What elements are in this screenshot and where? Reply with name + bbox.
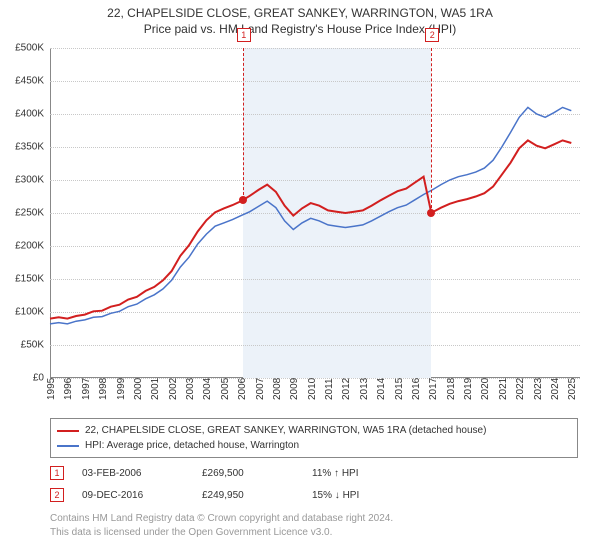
y-axis-label: £50K <box>0 340 44 351</box>
y-axis-label: £450K <box>0 76 44 87</box>
marker-box: 1 <box>237 28 251 42</box>
x-axis-label: 2024 <box>550 378 561 400</box>
marker-icon: 1 <box>50 466 64 480</box>
legend-swatch-hpi <box>57 445 79 447</box>
x-axis-label: 2017 <box>428 378 439 400</box>
x-axis-label: 2019 <box>463 378 474 400</box>
transactions-table: 1 03-FEB-2006 £269,500 11% ↑ HPI 2 09-DE… <box>50 462 578 506</box>
x-axis-label: 2000 <box>133 378 144 400</box>
series-hpi <box>50 107 571 324</box>
legend-item-hpi: HPI: Average price, detached house, Warr… <box>57 438 571 453</box>
legend: 22, CHAPELSIDE CLOSE, GREAT SANKEY, WARR… <box>50 418 578 458</box>
marker-dot <box>239 196 247 204</box>
line-series-svg <box>50 48 580 378</box>
x-axis-label: 1997 <box>81 378 92 400</box>
x-axis-label: 2009 <box>289 378 300 400</box>
y-axis-label: £250K <box>0 208 44 219</box>
footer-line-1: Contains HM Land Registry data © Crown c… <box>50 512 578 526</box>
tx-price: £269,500 <box>202 468 312 479</box>
marker-dash <box>243 48 244 200</box>
x-axis-label: 2012 <box>341 378 352 400</box>
tx-date: 03-FEB-2006 <box>82 468 202 479</box>
chart-title-block: 22, CHAPELSIDE CLOSE, GREAT SANKEY, WARR… <box>0 0 600 37</box>
y-axis-label: £500K <box>0 43 44 54</box>
y-axis-label: £200K <box>0 241 44 252</box>
marker-icon: 2 <box>50 488 64 502</box>
x-axis-label: 2018 <box>446 378 457 400</box>
marker-dash <box>431 48 432 213</box>
footer-line-2: This data is licensed under the Open Gov… <box>50 526 578 540</box>
y-axis-label: £0 <box>0 373 44 384</box>
x-axis-label: 1998 <box>98 378 109 400</box>
price-chart: £0£50K£100K£150K£200K£250K£300K£350K£400… <box>50 48 580 378</box>
legend-swatch-property <box>57 430 79 432</box>
legend-label-hpi: HPI: Average price, detached house, Warr… <box>85 438 299 453</box>
y-axis-label: £150K <box>0 274 44 285</box>
tx-date: 09-DEC-2016 <box>82 490 202 501</box>
x-axis-label: 2001 <box>150 378 161 400</box>
x-axis-label: 2002 <box>168 378 179 400</box>
x-axis-label: 2025 <box>567 378 578 400</box>
table-row: 1 03-FEB-2006 £269,500 11% ↑ HPI <box>50 462 578 484</box>
x-axis-label: 2013 <box>359 378 370 400</box>
x-axis-label: 2005 <box>220 378 231 400</box>
x-axis-label: 2014 <box>376 378 387 400</box>
x-axis-label: 2006 <box>237 378 248 400</box>
series-property <box>50 140 571 318</box>
y-axis-label: £300K <box>0 175 44 186</box>
x-axis-label: 2003 <box>185 378 196 400</box>
x-axis-label: 2007 <box>255 378 266 400</box>
tx-delta: 11% ↑ HPI <box>312 468 359 479</box>
y-axis-label: £100K <box>0 307 44 318</box>
y-axis-label: £400K <box>0 109 44 120</box>
x-axis-label: 2020 <box>480 378 491 400</box>
x-axis-label: 2021 <box>498 378 509 400</box>
marker-dot <box>427 209 435 217</box>
x-axis-label: 2010 <box>307 378 318 400</box>
legend-label-property: 22, CHAPELSIDE CLOSE, GREAT SANKEY, WARR… <box>85 423 486 438</box>
x-axis-label: 2004 <box>202 378 213 400</box>
x-axis-label: 2022 <box>515 378 526 400</box>
y-axis-label: £350K <box>0 142 44 153</box>
x-axis-label: 1996 <box>63 378 74 400</box>
table-row: 2 09-DEC-2016 £249,950 15% ↓ HPI <box>50 484 578 506</box>
title-line-2: Price paid vs. HM Land Registry's House … <box>0 22 600 38</box>
marker-box: 2 <box>425 28 439 42</box>
x-axis-label: 1999 <box>116 378 127 400</box>
tx-delta: 15% ↓ HPI <box>312 490 359 501</box>
footer-attribution: Contains HM Land Registry data © Crown c… <box>50 512 578 539</box>
x-axis-label: 2008 <box>272 378 283 400</box>
tx-price: £249,950 <box>202 490 312 501</box>
x-axis-label: 2023 <box>533 378 544 400</box>
x-axis-label: 2011 <box>324 378 335 400</box>
x-axis-label: 2015 <box>394 378 405 400</box>
title-line-1: 22, CHAPELSIDE CLOSE, GREAT SANKEY, WARR… <box>0 6 600 22</box>
x-axis-label: 2016 <box>411 378 422 400</box>
x-axis-label: 1995 <box>46 378 57 400</box>
legend-item-property: 22, CHAPELSIDE CLOSE, GREAT SANKEY, WARR… <box>57 423 571 438</box>
